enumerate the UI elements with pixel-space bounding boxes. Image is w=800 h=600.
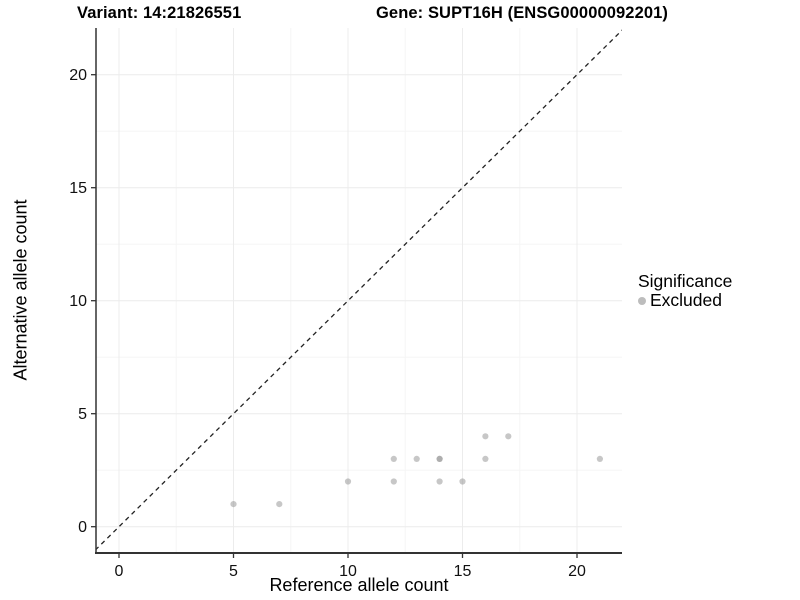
data-point — [482, 433, 489, 440]
legend-item-excluded: Excluded — [638, 291, 732, 310]
data-point — [482, 455, 489, 462]
data-point — [459, 478, 466, 485]
data-point — [596, 455, 604, 462]
data-point — [390, 478, 397, 485]
data-point — [276, 501, 283, 508]
data-point — [436, 478, 443, 485]
legend: Significance Excluded — [638, 271, 732, 310]
data-point — [230, 501, 237, 508]
grid-minor — [96, 28, 622, 553]
data-points — [230, 433, 604, 508]
x-tick-label: 0 — [115, 563, 124, 580]
data-point — [436, 455, 443, 462]
data-point — [505, 433, 512, 440]
x-tick-label: 10 — [339, 563, 357, 580]
y-tick-label: 15 — [69, 180, 87, 197]
x-axis-title: Reference allele count — [269, 575, 449, 595]
y-tick-label: 20 — [69, 67, 87, 84]
data-point — [344, 478, 352, 485]
legend-item-label: Excluded — [650, 290, 722, 310]
y-tick-label: 5 — [78, 406, 87, 423]
axis-ticks-and-labels: 0 5 10 15 20 0 5 10 15 20 — [69, 67, 586, 580]
y-tick-label: 10 — [69, 293, 87, 310]
data-point — [390, 455, 397, 462]
x-tick-label: 15 — [454, 563, 472, 580]
grid-major — [96, 28, 622, 553]
identity-line — [96, 29, 622, 551]
x-tick-label: 20 — [568, 563, 586, 580]
data-point — [413, 455, 420, 462]
legend-title: Significance — [638, 271, 733, 291]
x-tick-label: 5 — [229, 563, 238, 580]
plot-title-variant: Variant: 14:21826551 — [77, 4, 242, 22]
plot-title-gene: Gene: SUPT16H (ENSG00000092201) — [376, 4, 668, 22]
legend-key-dot-icon — [638, 296, 646, 305]
axis-lines — [95, 28, 622, 554]
y-axis-title: Alternative allele count — [10, 199, 31, 381]
y-tick-label: 0 — [78, 519, 87, 536]
